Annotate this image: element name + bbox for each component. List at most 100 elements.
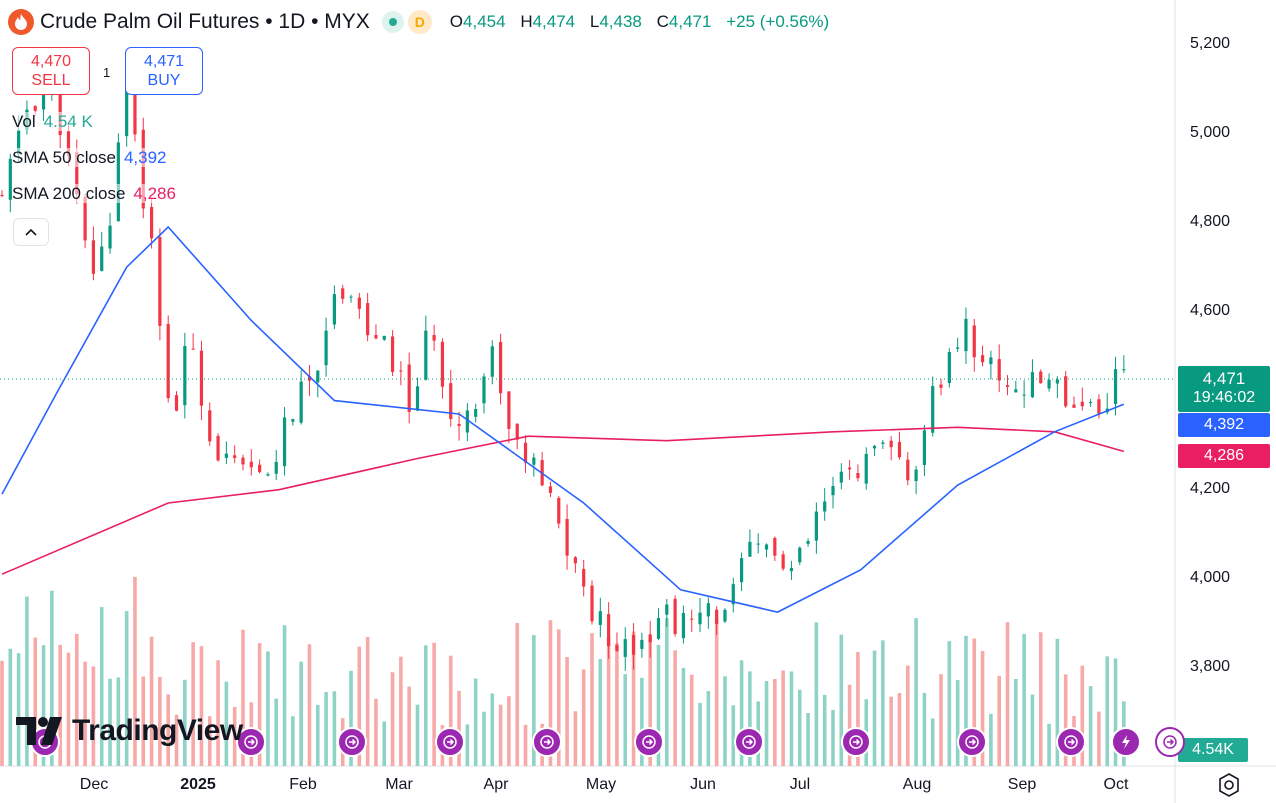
- dividend-arrow-icon[interactable]: [337, 727, 367, 757]
- candle: [1064, 370, 1068, 408]
- volume-bar: [1055, 638, 1060, 766]
- volume-bar: [1097, 711, 1101, 766]
- volume-bar: [556, 629, 561, 766]
- market-open-dot-icon[interactable]: [381, 11, 404, 33]
- volume-bar: [116, 677, 121, 766]
- candle: [299, 369, 303, 425]
- volume-bar: [665, 618, 669, 766]
- dividend-arrow-icon[interactable]: [734, 727, 764, 757]
- candle: [374, 324, 378, 340]
- volume-bar: [532, 635, 536, 766]
- dividend-arrow-icon[interactable]: [1056, 727, 1086, 757]
- candle: [183, 332, 187, 419]
- volume-bar: [881, 640, 885, 766]
- delay-badge[interactable]: D: [407, 10, 432, 34]
- candle: [557, 496, 561, 529]
- candle: [789, 560, 794, 580]
- bar-countdown: 19:46:02: [1192, 389, 1256, 406]
- sma50-price-tag: 4,392: [1178, 413, 1270, 437]
- tradingview-logo[interactable]: TradingView: [16, 714, 243, 748]
- last-price-value: 4,471: [1202, 369, 1246, 388]
- volume-bar: [615, 643, 619, 766]
- close-value: 4,471: [668, 12, 712, 31]
- candle: [465, 403, 469, 442]
- flame-icon[interactable]: [8, 9, 34, 35]
- volume-bar: [74, 633, 79, 766]
- lightning-icon[interactable]: [1111, 727, 1141, 757]
- candle: [390, 330, 395, 377]
- gear-icon: [1219, 773, 1239, 797]
- candle: [291, 418, 295, 426]
- volume-bar: [399, 656, 403, 766]
- chart-settings-button[interactable]: [1216, 772, 1242, 798]
- candle: [1039, 369, 1043, 384]
- buy-button[interactable]: 4,471 BUY: [125, 47, 203, 95]
- candle: [814, 502, 818, 554]
- candle: [266, 472, 270, 477]
- volume-bar: [773, 678, 777, 766]
- volume-bar: [332, 691, 337, 766]
- sell-button[interactable]: 4,470 SELL: [12, 47, 90, 95]
- volume-bar: [99, 607, 104, 766]
- candle: [91, 226, 96, 281]
- volume-bar: [764, 681, 769, 766]
- sma50-legend[interactable]: SMA 50 close 4,392: [12, 148, 167, 167]
- candle: [848, 460, 852, 480]
- volume-bar: [897, 693, 902, 766]
- candle: [607, 602, 611, 659]
- candle: [681, 605, 686, 644]
- volume-bar: [814, 622, 819, 766]
- candle: [1113, 356, 1118, 416]
- volume-bar: [357, 646, 362, 766]
- candle: [407, 352, 411, 424]
- symbol-title[interactable]: Crude Palm Oil Futures • 1D • MYX: [40, 10, 370, 33]
- candle: [673, 595, 677, 637]
- buy-price: 4,471: [143, 53, 185, 70]
- volume-bar: [133, 576, 137, 766]
- volume-bar: [723, 676, 727, 766]
- candle: [108, 212, 112, 254]
- dividend-arrow-icon[interactable]: [236, 727, 266, 757]
- candle: [499, 333, 503, 405]
- volume-bar: [1080, 665, 1085, 766]
- volume-bar: [349, 670, 353, 766]
- candle: [1089, 399, 1093, 407]
- buy-label: BUY: [147, 72, 181, 89]
- candle: [349, 294, 353, 303]
- volume-bar: [232, 706, 237, 766]
- time-tick: May: [585, 776, 617, 793]
- candle: [964, 307, 968, 365]
- candle: [224, 441, 228, 465]
- volume-bar: [739, 660, 744, 766]
- change-value: +25 (+0.56%): [726, 12, 830, 31]
- dividend-arrow-icon[interactable]: [841, 727, 871, 757]
- sma200-legend[interactable]: SMA 200 close 4,286: [12, 184, 176, 203]
- candle: [623, 627, 627, 671]
- collapse-legend-button[interactable]: [13, 218, 49, 246]
- sma-200-line: [1, 426, 1125, 575]
- dividend-arrow-icon[interactable]: [435, 727, 465, 757]
- order-quantity[interactable]: 1: [103, 65, 111, 80]
- volume-bar: [432, 642, 436, 766]
- time-tick: Mar: [385, 776, 413, 793]
- candle: [939, 378, 943, 396]
- sell-label: SELL: [31, 72, 71, 89]
- candle: [690, 609, 694, 632]
- candle: [1014, 380, 1018, 393]
- sell-price: 4,470: [30, 53, 72, 70]
- candle: [698, 597, 702, 633]
- volume-bar: [16, 653, 21, 766]
- dividend-arrow-icon[interactable]: [1155, 727, 1185, 757]
- volume-legend[interactable]: Vol 4.54 K: [12, 112, 93, 131]
- volume-bar: [1022, 633, 1026, 766]
- candle: [897, 431, 902, 460]
- candle: [615, 632, 619, 652]
- volume-bar: [274, 698, 279, 766]
- time-tick: Jul: [789, 776, 811, 793]
- dividend-arrow-icon[interactable]: [634, 727, 664, 757]
- dividend-arrow-icon[interactable]: [532, 727, 562, 757]
- dividend-arrow-icon[interactable]: [957, 727, 987, 757]
- candle: [906, 452, 910, 486]
- candle: [233, 445, 237, 464]
